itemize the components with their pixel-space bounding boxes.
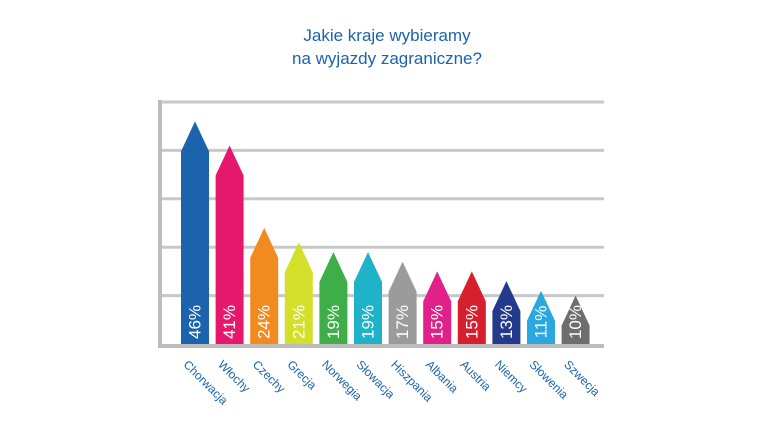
bar-value-label: 11% <box>532 306 551 339</box>
bars: 46% 41% 24% 21% 19% 19% 17% 15% 15% 13% 11% 10% <box>181 121 590 344</box>
x-tick-label: Grecja <box>284 357 319 392</box>
bar <box>388 261 417 344</box>
chart-title-line-2: na wyjazdy zagraniczne? <box>292 49 482 68</box>
bar <box>284 242 313 344</box>
bar <box>319 252 348 344</box>
bar <box>492 281 521 344</box>
bar-value-label: 46% <box>186 305 205 339</box>
bar-value-label: 24% <box>255 305 274 339</box>
bar <box>354 252 382 344</box>
bar <box>215 145 244 344</box>
bar-value-label: 41% <box>220 305 239 339</box>
bar-value-label: 21% <box>289 305 308 339</box>
chart-title-line-1: Jakie kraje wybieramy <box>303 26 471 45</box>
bar-value-label: 10% <box>566 305 585 339</box>
bar-value-label: 19% <box>324 305 343 339</box>
bar <box>250 227 279 344</box>
bar <box>527 290 555 344</box>
bar-value-label: 13% <box>497 305 516 339</box>
x-tick-label: Czechy <box>250 357 288 395</box>
x-tick-label: Austria <box>457 357 494 394</box>
bar <box>423 271 452 344</box>
bar-value-label: 19% <box>359 305 378 339</box>
bar-value-label: 15% <box>462 305 481 339</box>
chart-title: Jakie kraje wybieramy na wyjazdy zagrani… <box>0 24 774 70</box>
bar <box>181 121 209 344</box>
bar <box>561 295 590 344</box>
bar-value-label: 17% <box>393 305 412 339</box>
bar <box>457 271 486 344</box>
x-tick-label: Niemcy <box>492 357 530 395</box>
bar-value-label: 15% <box>428 305 447 339</box>
